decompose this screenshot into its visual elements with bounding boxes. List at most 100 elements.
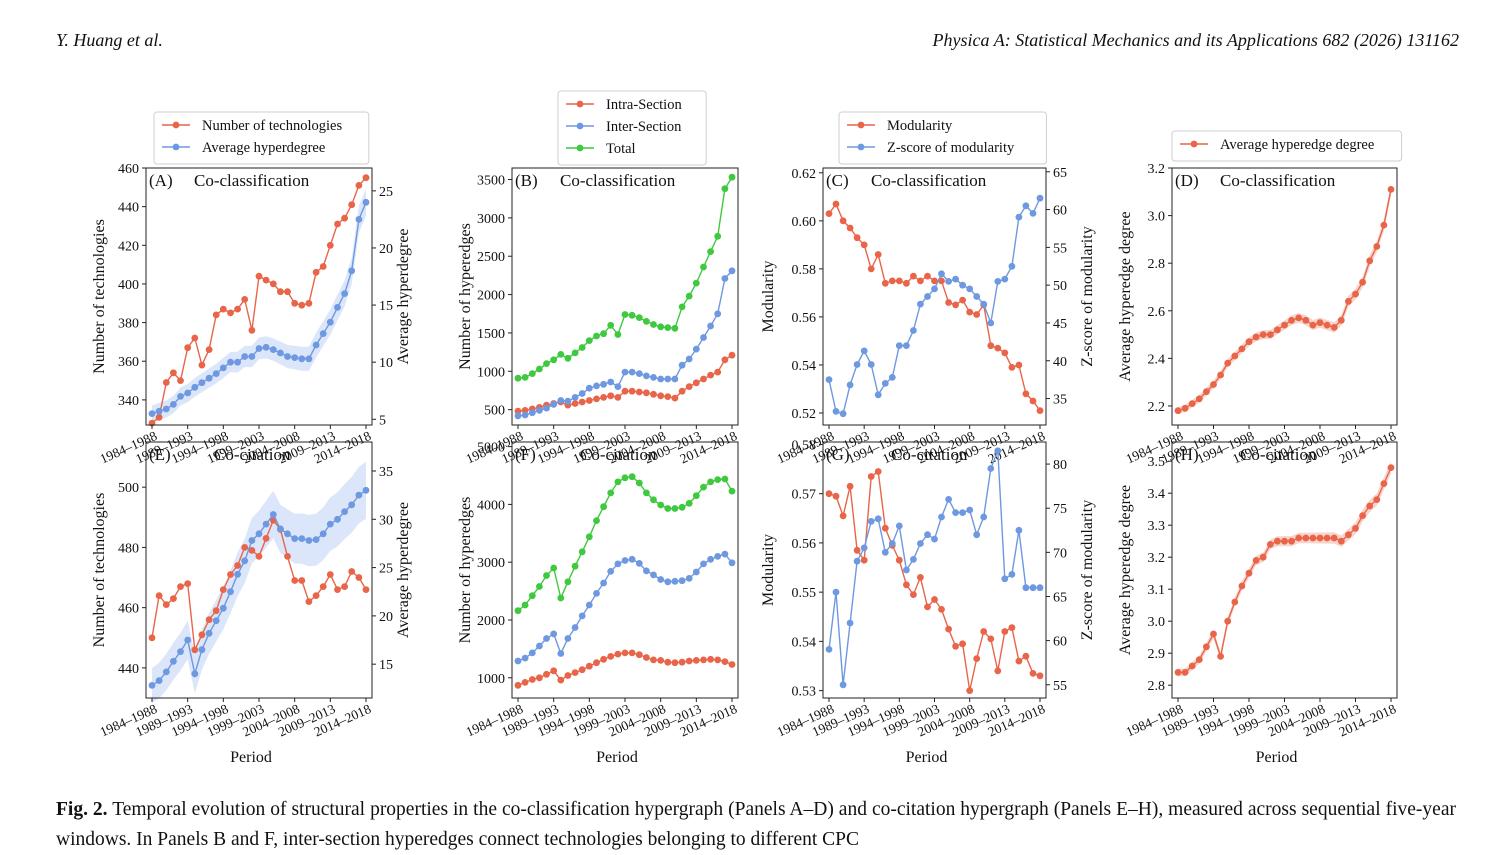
data-point: [867, 473, 875, 480]
data-point: [1380, 480, 1388, 487]
y-tick-label: 3.2: [1148, 162, 1166, 177]
y-tick-label: 2.8: [1148, 257, 1166, 272]
series-line-f-1: [517, 553, 733, 662]
data-point: [714, 476, 722, 483]
data-point: [557, 676, 565, 684]
data-point: [305, 355, 313, 363]
data-point: [614, 383, 622, 390]
data-point: [895, 556, 903, 564]
data-point: [980, 513, 988, 521]
data-point: [585, 397, 593, 404]
data-point: [571, 394, 579, 401]
data-point: [1352, 290, 1359, 298]
data-point: [881, 279, 889, 287]
y-tick-label: 360: [118, 355, 139, 370]
data-point: [1001, 275, 1009, 283]
data-point: [721, 550, 729, 558]
y2-tick-label: 60: [1053, 635, 1067, 650]
data-point: [1387, 464, 1395, 471]
data-point: [888, 277, 896, 285]
data-point: [692, 279, 700, 287]
data-point: [227, 358, 234, 366]
legend-label: Total: [606, 141, 636, 157]
data-point: [685, 499, 693, 507]
y-tick-label: 2.8: [1148, 679, 1166, 694]
data-point: [155, 407, 163, 415]
data-point: [657, 501, 665, 509]
data-point: [994, 344, 1002, 352]
data-point: [1203, 643, 1210, 651]
figure-2: 3403603804004204404605101520251984–19881…: [91, 90, 1403, 766]
data-point: [1238, 582, 1246, 590]
data-point: [728, 351, 736, 359]
data-point: [155, 413, 163, 421]
data-point: [1302, 534, 1310, 542]
data-point: [685, 383, 693, 390]
data-point: [910, 272, 917, 280]
data-point: [650, 571, 657, 579]
data-point: [952, 301, 959, 309]
data-point: [678, 503, 686, 511]
legend-label: Average hyperdegree: [202, 140, 325, 156]
data-point: [291, 299, 299, 307]
data-point: [874, 251, 882, 258]
panel-title: Co-classification: [194, 171, 310, 190]
data-point: [628, 387, 636, 395]
data-point: [853, 557, 861, 565]
legend-label: Average hyperedge degree: [1220, 137, 1374, 153]
data-point: [1274, 537, 1281, 545]
y-tick-label: 3500: [477, 174, 505, 189]
data-point: [924, 603, 931, 611]
data-point: [262, 520, 270, 528]
panel-title: Co-citation: [1240, 445, 1317, 464]
figure-caption: Fig. 2. Temporal evolution of structural…: [56, 795, 1456, 855]
data-point: [521, 374, 529, 381]
x-axis-label: Period: [1256, 749, 1298, 766]
data-point: [305, 598, 313, 605]
data-point: [334, 304, 341, 311]
data-point: [277, 349, 284, 357]
data-point: [839, 217, 847, 225]
data-point: [628, 473, 636, 481]
data-point: [1015, 657, 1023, 665]
data-point: [585, 601, 593, 609]
data-point: [607, 321, 615, 329]
data-point: [903, 342, 910, 349]
data-point: [593, 332, 600, 340]
y2-axis-label: Z-score of modularity: [1079, 500, 1096, 640]
data-point: [543, 635, 550, 642]
data-point: [255, 272, 263, 280]
data-point: [1217, 653, 1224, 660]
data-point: [362, 486, 370, 494]
data-point: [685, 575, 693, 582]
data-point: [212, 311, 220, 319]
data-point: [198, 631, 206, 639]
data-point: [678, 658, 686, 666]
y-tick-label: 0.62: [792, 167, 817, 182]
data-point: [1373, 496, 1381, 503]
data-point: [557, 397, 565, 404]
data-point: [614, 650, 622, 658]
data-point: [521, 601, 529, 609]
data-point: [234, 562, 242, 569]
data-point: [362, 586, 370, 593]
data-point: [643, 567, 650, 575]
data-point: [550, 564, 558, 572]
data-point: [550, 667, 558, 675]
data-point: [917, 300, 924, 308]
data-point: [621, 368, 629, 376]
data-point: [685, 292, 693, 300]
data-point: [671, 659, 679, 667]
data-point: [931, 285, 938, 293]
data-point: [1366, 502, 1374, 510]
legend-label: Number of technologies: [202, 118, 342, 134]
data-point: [593, 517, 600, 524]
legend-label: Intra-Section: [606, 97, 682, 113]
series-line-h-0: [1178, 467, 1392, 674]
data-point: [1281, 537, 1288, 545]
data-point: [277, 525, 284, 533]
data-point: [994, 278, 1002, 285]
legend-a: Number of technologies Average hyperdegre…: [153, 111, 370, 165]
y-tick-label: 500: [118, 481, 139, 496]
data-point: [155, 592, 163, 599]
